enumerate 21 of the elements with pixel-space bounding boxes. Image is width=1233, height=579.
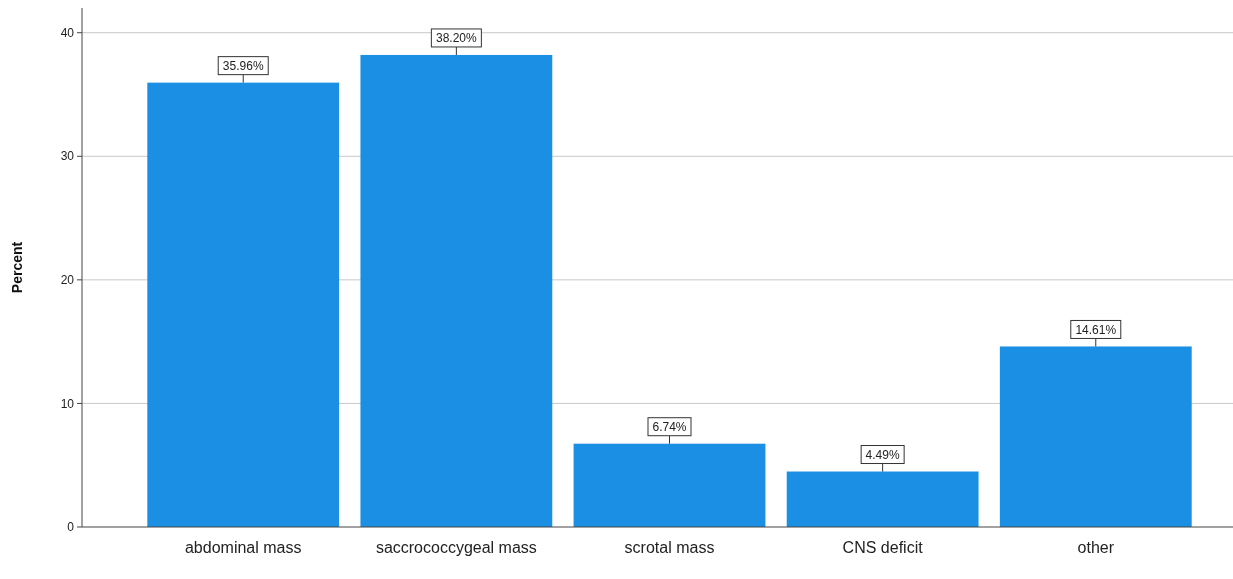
bar: [999, 346, 1192, 527]
x-tick-label: other: [1077, 539, 1115, 556]
data-label: 6.74%: [652, 419, 687, 434]
bar: [147, 82, 340, 527]
data-label: 35.96%: [222, 58, 264, 73]
x-tick-label: CNS deficit: [842, 539, 924, 556]
y-tick-label: 40: [60, 25, 75, 40]
y-tick-label: 20: [60, 273, 75, 288]
data-label: 14.61%: [1075, 322, 1117, 337]
y-axis-title: Percent: [9, 241, 25, 294]
x-tick-label: scrotal mass: [624, 539, 715, 556]
data-label: 38.20%: [436, 31, 478, 46]
bar: [786, 471, 979, 527]
x-tick-label: abdominal mass: [184, 539, 302, 556]
bar: [573, 443, 766, 527]
x-tick-label: saccrococcygeal mass: [375, 539, 537, 556]
data-label: 4.49%: [865, 447, 900, 462]
y-tick-label: 10: [60, 396, 75, 411]
bar: [360, 54, 553, 527]
y-tick-label: 30: [60, 149, 75, 164]
y-tick-label: 0: [67, 520, 75, 535]
